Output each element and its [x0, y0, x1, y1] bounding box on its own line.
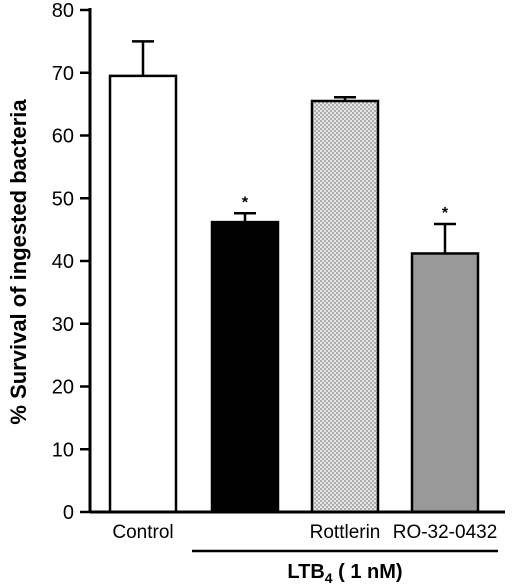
y-axis-label: % Survival of ingested bacteria — [6, 99, 31, 425]
significance-marker: * — [242, 194, 249, 211]
y-tick-label: 30 — [52, 314, 74, 336]
category-label: RO-32-0432 — [393, 522, 498, 543]
y-tick-label: 20 — [52, 377, 74, 399]
bars-layer: ** — [108, 40, 480, 514]
bar — [310, 99, 380, 514]
y-tick-label: 40 — [52, 251, 74, 273]
group-label-main: LTB — [287, 561, 324, 583]
y-tick-label: 70 — [52, 63, 74, 85]
y-tick-label: 60 — [52, 126, 74, 148]
group-label: LTB4 ( 1 nM) — [192, 549, 498, 586]
category-label: Control — [112, 522, 173, 543]
bar — [108, 74, 178, 514]
y-tick-label: 0 — [63, 502, 74, 524]
group-label-subscript: 4 — [325, 570, 333, 586]
y-tick-label: 10 — [52, 439, 74, 461]
x-axis: Control Rottlerin RO-32-0432 — [90, 510, 505, 543]
y-tick-label: 50 — [52, 188, 74, 210]
y-axis: 0 10 20 30 40 50 60 70 80 — [52, 0, 92, 524]
group-label-text: LTB4 ( 1 nM) — [287, 561, 402, 586]
group-label-suffix: ( 1 nM) — [333, 561, 403, 583]
category-label: Rottlerin — [310, 522, 381, 543]
significance-marker: * — [442, 205, 449, 222]
y-tick-label: 80 — [52, 0, 74, 22]
bar — [210, 220, 280, 514]
bar — [410, 252, 480, 514]
